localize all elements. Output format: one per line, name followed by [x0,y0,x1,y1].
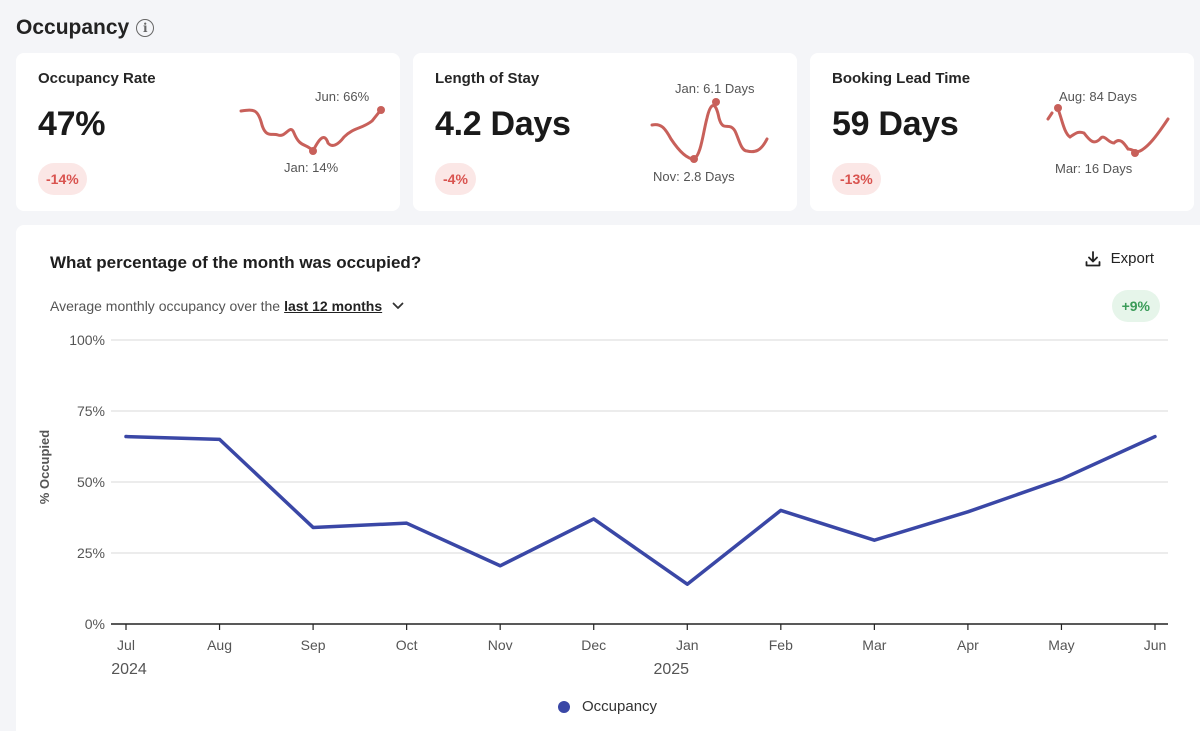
x-tick-label: Jan [676,637,699,653]
x-tick-label: Mar [862,637,886,653]
y-tick-label: 0% [85,616,105,632]
sparkline-min-point [1131,149,1139,157]
x-tick-label: Jul [117,637,135,653]
card-title: Booking Lead Time [832,70,971,87]
y-axis-title: % Occupied [37,430,52,504]
section-title-text: Occupancy [16,16,130,39]
sparkline-low-label: Mar: 16 Days [1055,161,1133,176]
x-tick-label: Jun [1144,637,1167,653]
x-tick-label: Nov [488,637,513,653]
change-badge: -4% [435,163,476,195]
y-tick-label: 100% [69,332,105,348]
occupancy-rate-card[interactable]: Occupancy Rate 47% -14% Jun: 66% Jan: 14… [16,53,400,211]
y-tick-label: 75% [77,403,105,419]
sparkline-path [239,108,382,154]
sparkline-path [650,104,769,161]
sparkline-min-point [690,155,698,163]
sparkline-low-label: Jan: 14% [284,160,339,175]
trend-badge: +9% [1111,290,1160,322]
x-tick-label: Oct [396,637,418,653]
sparkline-high-label: Jan: 6.1 Days [675,81,755,96]
occupancy-sparkline [239,106,385,155]
card-value: 59 Days [832,105,959,143]
subtitle-prefix: Average monthly occupancy over the [50,298,281,314]
legend-marker [558,700,570,713]
card-title: Length of Stay [435,70,540,87]
y-tick-label: 25% [77,545,105,561]
x-tick-label: Sep [301,637,326,653]
y-tick-label: 50% [77,474,105,490]
period-selector[interactable]: last 12 months [284,298,383,314]
chevron-down-icon[interactable] [392,302,404,310]
occupancy-chart-card: What percentage of the month was occupie… [16,225,1200,731]
card-title: Occupancy Rate [38,70,156,87]
sparkline-min-point [309,147,317,155]
lead-time-sparkline [1046,104,1170,157]
length-of-stay-card[interactable]: Length of Stay 4.2 Days -4% Jan: 6.1 Day… [413,53,797,211]
sparkline-low-label: Nov: 2.8 Days [653,169,735,184]
card-value: 4.2 Days [435,105,571,143]
card-value: 47% [38,105,106,143]
download-icon [1085,250,1101,266]
length-of-stay-sparkline [650,98,769,163]
occupancy-line-chart: 0% 25% 50% 75% 100% Jul Aug Sep Oct Nov Dec Jan Feb M… [37,332,1168,678]
booking-lead-time-card[interactable]: Booking Lead Time 59 Days -13% Aug: 84 D… [810,53,1194,211]
x-tick-label: Apr [957,637,979,653]
year-label: 2025 [653,661,689,678]
sparkline-path [1046,107,1170,154]
info-icon[interactable]: i [136,19,155,37]
sparkline-high-label: Jun: 66% [315,89,370,104]
x-tick-label: Aug [207,637,232,653]
x-tick-label: Dec [581,637,606,653]
sparkline-high-label: Aug: 84 Days [1059,89,1138,104]
chart-question: What percentage of the month was occupie… [50,253,422,272]
section-title: Occupancy i [16,16,155,40]
x-tick-label: May [1048,637,1074,653]
legend-label: Occupancy [582,698,658,715]
chart-legend[interactable]: Occupancy [558,698,657,715]
series-line-occupancy [124,434,1157,586]
sparkline-max-point [377,106,385,114]
x-tick-label: Feb [769,637,793,653]
export-label: Export [1110,250,1154,267]
year-label: 2024 [111,661,147,678]
sparkline-max-point [712,98,720,106]
change-badge: -14% [38,163,87,195]
sparkline-max-point [1054,104,1062,112]
chart-subtitle: Average monthly occupancy over the last … [50,298,404,314]
export-button[interactable]: Export [1085,250,1154,267]
change-badge: -13% [832,163,881,195]
